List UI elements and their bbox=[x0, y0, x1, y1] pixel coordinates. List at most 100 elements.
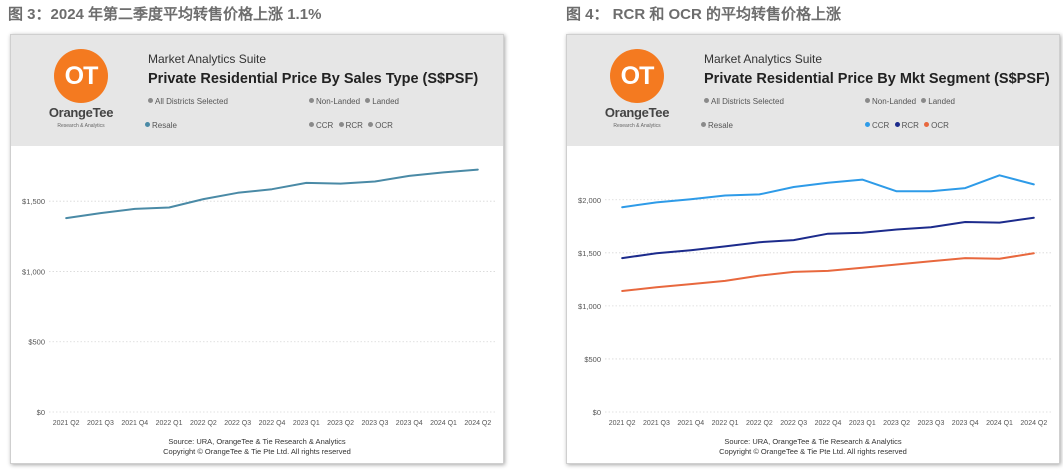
data-point-rcr[interactable] bbox=[723, 244, 728, 249]
data-point-ocr[interactable] bbox=[860, 265, 865, 270]
x-tick-label: 2023 Q2 bbox=[883, 420, 910, 427]
data-point-ccr[interactable] bbox=[620, 205, 625, 210]
data-point-resale[interactable] bbox=[338, 181, 343, 186]
line-chart-market-segment: $0 $500 $1,000 $1,500 $2,000 2021 Q2 2021 Q3 20… bbox=[578, 173, 1051, 427]
series-line-ocr[interactable] bbox=[621, 252, 1035, 292]
series-line-ccr[interactable] bbox=[621, 174, 1035, 209]
data-point-ccr[interactable] bbox=[894, 189, 899, 194]
data-point-resale[interactable] bbox=[304, 180, 309, 185]
series-line-resale[interactable] bbox=[65, 168, 479, 220]
data-point-resale[interactable] bbox=[64, 216, 69, 221]
data-point-ocr[interactable] bbox=[826, 268, 831, 273]
data-point-ccr[interactable] bbox=[928, 189, 933, 194]
legend-resale: Resale bbox=[708, 121, 733, 130]
legend-landed: Landed bbox=[372, 97, 399, 106]
y-tick-label: $500 bbox=[28, 338, 45, 347]
data-point-ccr[interactable] bbox=[791, 185, 796, 190]
data-point-ocr[interactable] bbox=[688, 282, 693, 287]
x-tick-label: 2021 Q3 bbox=[87, 420, 114, 427]
data-point-resale[interactable] bbox=[167, 205, 172, 210]
data-point-ocr[interactable] bbox=[894, 262, 899, 267]
data-point-rcr[interactable] bbox=[894, 227, 899, 232]
x-tick-label: 2022 Q3 bbox=[780, 420, 807, 427]
legend-segments[interactable]: CCR RCR OCR bbox=[309, 121, 396, 130]
legend-districts[interactable]: All Districts Selected bbox=[704, 97, 784, 106]
data-point-ccr[interactable] bbox=[997, 173, 1002, 178]
legend-dot bbox=[701, 122, 706, 127]
figure-caption-right: 图 4： RCR 和 OCR 的平均转售价格上涨 bbox=[566, 6, 842, 23]
data-point-ocr[interactable] bbox=[928, 259, 933, 264]
source-note: Source: URA, OrangeTee & Tie Research & … bbox=[567, 437, 1059, 457]
x-tick-label: 2021 Q4 bbox=[677, 420, 704, 427]
data-point-resale[interactable] bbox=[98, 211, 103, 216]
data-point-ocr[interactable] bbox=[654, 285, 659, 290]
legend-property-type[interactable]: Non-Landed Landed bbox=[865, 97, 958, 106]
data-point-rcr[interactable] bbox=[997, 220, 1002, 225]
data-point-resale[interactable] bbox=[132, 206, 137, 211]
data-point-resale[interactable] bbox=[407, 173, 412, 178]
x-tick-label: 2022 Q1 bbox=[156, 420, 183, 427]
data-point-rcr[interactable] bbox=[826, 231, 831, 236]
data-point-ccr[interactable] bbox=[826, 180, 831, 185]
data-point-ocr[interactable] bbox=[1031, 251, 1036, 256]
logo-text: OT bbox=[620, 61, 655, 90]
legend-districts-label: All Districts Selected bbox=[155, 97, 228, 106]
suite-label: Market Analytics Suite bbox=[704, 52, 823, 66]
data-point-rcr[interactable] bbox=[757, 240, 762, 245]
data-point-rcr[interactable] bbox=[860, 230, 865, 235]
legend-dot bbox=[148, 98, 153, 103]
data-point-resale[interactable] bbox=[201, 197, 206, 202]
source-line: Source: URA, OrangeTee & Tie Research & … bbox=[168, 437, 346, 446]
legend-dot bbox=[338, 122, 344, 127]
legend-sales-type[interactable]: Resale bbox=[701, 121, 733, 130]
brand-name: OrangeTee bbox=[604, 105, 670, 120]
y-tick-label: $0 bbox=[37, 408, 45, 417]
data-point-resale[interactable] bbox=[270, 187, 275, 192]
legend-dot bbox=[368, 122, 374, 127]
x-tick-label: 2021 Q3 bbox=[643, 420, 670, 427]
chart-title: Private Residential Price By Mkt Segment… bbox=[704, 71, 1050, 87]
data-point-resale[interactable] bbox=[441, 170, 446, 175]
data-point-rcr[interactable] bbox=[688, 248, 693, 253]
legend-ccr: CCR bbox=[316, 121, 334, 130]
legend-segments[interactable]: CCR RCR OCR bbox=[865, 121, 952, 130]
data-point-ccr[interactable] bbox=[1031, 182, 1036, 187]
y-tick-label: $1,000 bbox=[578, 302, 601, 311]
series-line-rcr[interactable] bbox=[621, 216, 1035, 260]
legend-ccr: CCR bbox=[872, 121, 890, 130]
data-point-ocr[interactable] bbox=[757, 273, 762, 278]
data-point-ocr[interactable] bbox=[997, 256, 1002, 261]
data-point-resale[interactable] bbox=[235, 190, 240, 195]
chart-panel-sales-type: OT OrangeTee Research & Analytics Market… bbox=[10, 34, 504, 464]
data-point-ccr[interactable] bbox=[963, 186, 968, 191]
x-tick-label: 2021 Q2 bbox=[609, 420, 636, 427]
copyright-line: Copyright © OrangeTee & Tie Pte Ltd. All… bbox=[719, 447, 907, 456]
data-point-resale[interactable] bbox=[372, 179, 377, 184]
data-point-ccr[interactable] bbox=[723, 193, 728, 198]
data-point-ccr[interactable] bbox=[860, 177, 865, 182]
data-point-ccr[interactable] bbox=[757, 192, 762, 197]
legend-property-type[interactable]: Non-Landed Landed bbox=[309, 97, 402, 106]
y-tick-label: $1,500 bbox=[578, 249, 601, 258]
legend-sales-type[interactable]: Resale bbox=[145, 121, 177, 130]
data-point-rcr[interactable] bbox=[1031, 215, 1036, 220]
data-point-ocr[interactable] bbox=[620, 289, 625, 294]
source-line: Source: URA, OrangeTee & Tie Research & … bbox=[724, 437, 902, 446]
data-point-rcr[interactable] bbox=[963, 220, 968, 225]
data-point-ccr[interactable] bbox=[654, 200, 659, 205]
data-point-rcr[interactable] bbox=[791, 238, 796, 243]
data-point-rcr[interactable] bbox=[620, 256, 625, 261]
data-point-ocr[interactable] bbox=[791, 269, 796, 274]
brand-subtitle: Research & Analytics bbox=[613, 123, 661, 129]
data-point-rcr[interactable] bbox=[928, 225, 933, 230]
x-tick-label: 2023 Q4 bbox=[952, 420, 979, 427]
legend-districts[interactable]: All Districts Selected bbox=[148, 97, 228, 106]
legend-dot bbox=[924, 122, 930, 127]
legend-dot bbox=[309, 98, 314, 103]
data-point-ccr[interactable] bbox=[688, 197, 693, 202]
x-tick-label: 2023 Q1 bbox=[293, 420, 320, 427]
data-point-ocr[interactable] bbox=[963, 256, 968, 261]
data-point-resale[interactable] bbox=[475, 167, 480, 172]
data-point-rcr[interactable] bbox=[654, 251, 659, 256]
data-point-ocr[interactable] bbox=[723, 278, 728, 283]
